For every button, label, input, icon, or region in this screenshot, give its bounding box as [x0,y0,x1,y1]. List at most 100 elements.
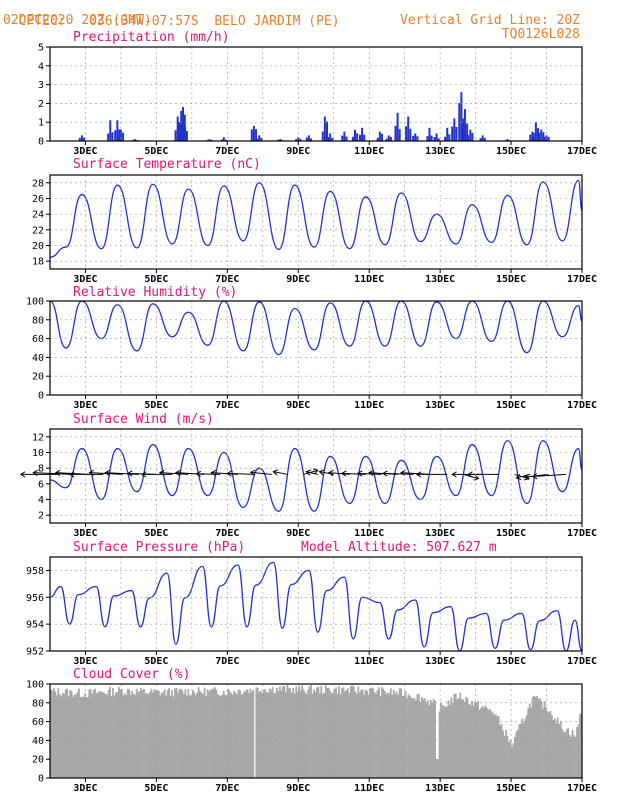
cloud-bar [425,703,428,778]
cloud-bar [335,687,337,778]
precip-bar [531,131,534,141]
wind-vector-head [415,471,422,478]
cloud-bar [379,696,382,778]
precip-bar [178,122,181,141]
cloud-bar [206,689,209,778]
cloud-bar [85,697,88,778]
cloud-bar [224,694,227,778]
precip-bar [385,138,388,141]
precip-bar [255,129,258,141]
cloud-bar [86,697,89,778]
cloud-bar [72,696,74,778]
cloud-bar [120,689,123,778]
y-tick-label: 6 [38,479,44,490]
panel-annotation: Model Altitude: 507.627 m [301,540,497,555]
cloud-bar [400,688,403,778]
cloud-bar [477,701,479,778]
wind-vector-head [312,468,319,475]
wind-vector [532,473,567,478]
x-tick-label: 3DEC [73,528,97,539]
precip-bar [479,138,482,141]
cloud-bar [194,695,197,778]
cloud-bar [196,692,199,778]
cloud-bar [503,735,506,778]
cloud-bar [262,689,265,778]
precip-bar [433,137,436,141]
cloud-bar [460,699,463,778]
cloud-bar [178,689,181,778]
series [49,300,583,356]
cloud-bar [567,728,569,778]
precip-bar [250,129,253,141]
precip-bar [363,134,366,141]
series-line [49,440,583,512]
precip-bar [80,135,83,141]
y-tick-label: 24 [32,210,44,221]
precip-bar [435,133,438,141]
header-grid-note: Vertical Grid Line: 20Z [399,13,580,28]
wind-vector-head [141,471,147,478]
cloud-bar [508,742,510,778]
x-tick-label: 9DEC [286,656,310,667]
x-tick-label: 11DEC [354,656,384,667]
cloud-bar [283,685,286,778]
cloud-bar [450,697,453,778]
cloud-bar [465,696,468,778]
grid [49,557,583,651]
x-tick-label: 7DEC [215,400,239,411]
cloud-bar [441,705,444,778]
cloud-bar [100,691,103,778]
cloud-bar [126,688,129,778]
cloud-bar [112,687,114,778]
wind-vector-head [104,469,111,476]
grid [49,429,583,523]
cloud-bar [267,692,270,778]
cloud-bar [292,687,295,778]
precip-bar [529,134,532,141]
precip-bar [483,138,486,141]
cloud-bar [316,687,318,778]
wind-vector-head [531,473,538,480]
cloud-bar [398,688,401,778]
cloud-bar [459,692,462,778]
cloud-bar [92,690,95,778]
panel-2: Surface Temperature (nC) 18 20 22 24 26 28 3DEC… [32,157,597,285]
cloud-bar [157,690,160,778]
cloud-bar [516,729,519,778]
cloud-bar [104,693,107,778]
cloud-bar [143,688,145,778]
cloud-bar [429,699,432,778]
precip-bar [277,139,280,141]
cloud-bar [571,730,574,778]
cloud-bar [568,734,571,778]
cloud-bar [160,692,163,778]
cloud-bar [98,691,101,778]
y-tick-label: 0 [38,774,44,785]
x-tick-label: 17DEC [567,656,597,667]
cloud-bar [79,696,82,778]
cloud-bar [351,685,354,778]
cloud-bar [449,705,451,778]
precip-bar [307,135,310,141]
cloud-bar [259,690,262,778]
cloud-bar [177,692,179,778]
cloud-bar [169,695,172,778]
wind-vector-head [473,474,480,481]
y-tick-label: 8 [38,464,44,475]
x-tick-label: 5DEC [144,783,168,794]
cloud-bar [310,684,312,778]
wind-vector-head [515,473,522,481]
cloud-bar [505,729,507,778]
cloud-bar [407,694,410,778]
x-tick-label: 7DEC [215,146,239,157]
precip-bar [458,102,461,141]
cloud-bar [323,692,326,778]
cloud-bar [428,705,431,778]
cloud-bar [545,706,547,778]
y-tick-label: 26 [32,194,44,205]
cloud-bar [228,690,231,778]
x-tick-label: 9DEC [286,146,310,157]
series-line [49,179,583,258]
cloud-bar [336,693,339,778]
precip-bar [119,129,122,141]
